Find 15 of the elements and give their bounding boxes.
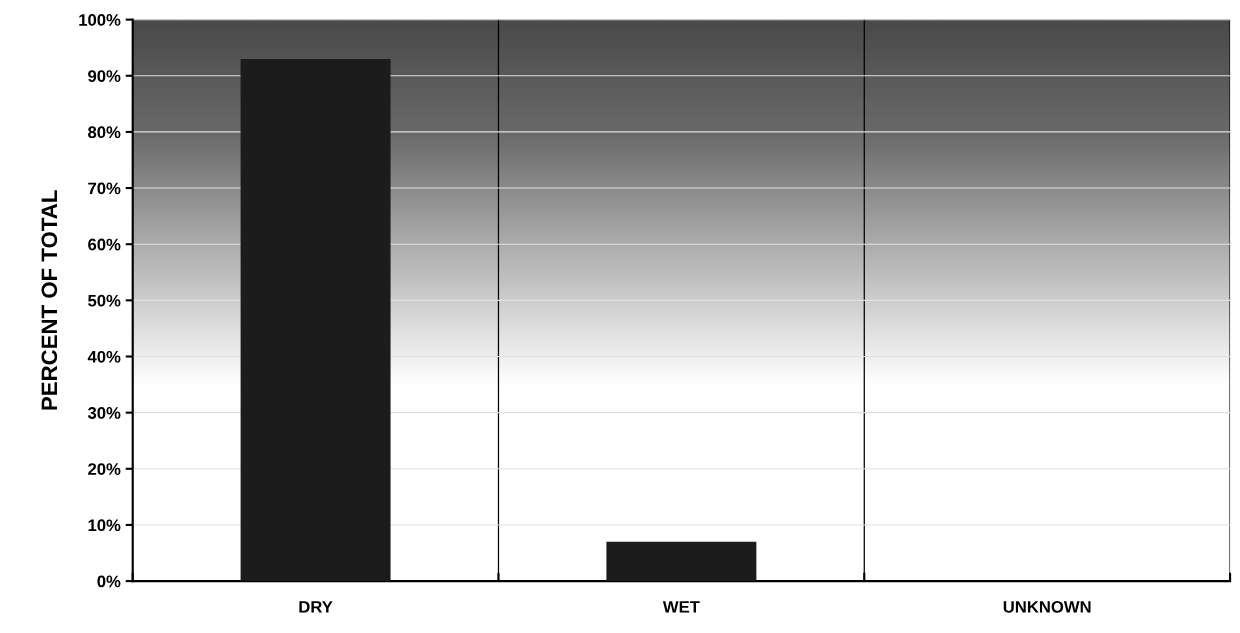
y-tick-label: 100% (79, 14, 121, 26)
y-tick-label: 20% (88, 463, 121, 475)
y-tick-label: 30% (87, 407, 121, 419)
x-tick-label: UNKNOWN (1003, 600, 1091, 613)
y-tick-label: 10% (88, 519, 121, 532)
y-tick-label: 60% (88, 238, 121, 251)
x-tick-label: DRY (299, 601, 333, 613)
y-tick-label: 0% (97, 575, 121, 588)
y-axis-title: PERCENT OF TOTAL (41, 190, 58, 410)
y-tick-label: 70% (88, 182, 121, 195)
x-tick-label: WET (662, 601, 700, 613)
y-tick-label: 50% (88, 294, 121, 307)
y-tick-label: 40% (87, 350, 121, 363)
y-tick-label: 80% (88, 126, 121, 139)
y-tick-label: 90% (88, 70, 121, 82)
